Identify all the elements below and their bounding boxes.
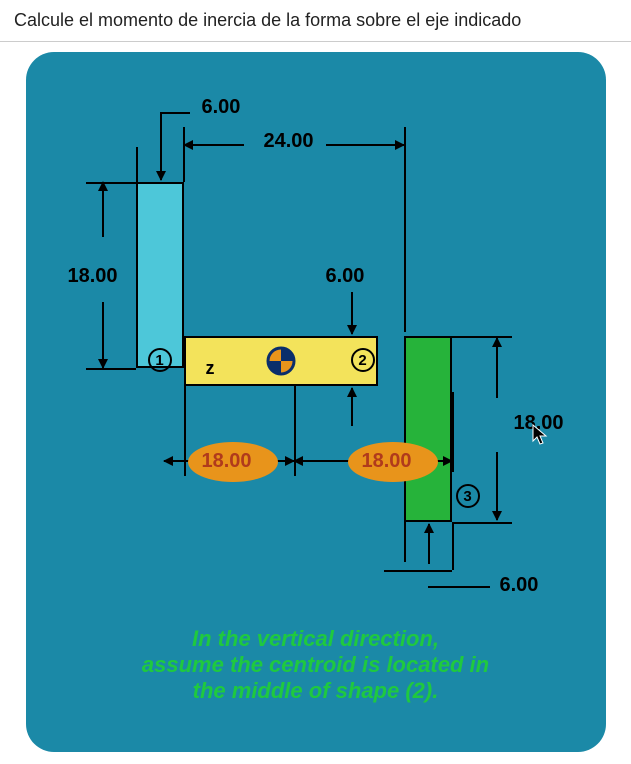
arrow-line: [351, 388, 353, 426]
arrow-line: [160, 142, 162, 180]
ext-line: [184, 386, 186, 476]
ext-line: [404, 127, 406, 332]
ext-line: [86, 182, 136, 184]
diagram-container: 6.00 24.00 18.00 6.00 1 2 3 z 18.00 18.0…: [26, 52, 606, 752]
dim-18-left: 18.00: [68, 265, 118, 288]
leader-line: [384, 570, 452, 572]
ext-line: [404, 522, 406, 562]
ext-line: [136, 147, 138, 182]
note-line-3: the middle of shape (2).: [26, 678, 606, 704]
marker-2: 2: [351, 348, 375, 372]
leader-line: [160, 112, 162, 142]
ext-line: [452, 522, 512, 524]
centroid-icon: [266, 346, 296, 376]
arrow-line: [428, 524, 430, 564]
leader-line: [160, 112, 190, 114]
note-text: In the vertical direction, assume the ce…: [26, 626, 606, 704]
gap-2-3: [376, 336, 404, 386]
dim-18-oval-1: 18.00: [202, 450, 252, 473]
arrow-line: [496, 338, 498, 398]
arrow-line: [326, 144, 404, 146]
z-axis-label: z: [206, 358, 215, 379]
marker-3: 3: [456, 484, 480, 508]
arrow-line: [496, 452, 498, 520]
dim-6-mid: 6.00: [326, 265, 365, 288]
ext-line: [183, 127, 185, 182]
dim-24: 24.00: [264, 130, 314, 153]
question-text: Calcule el momento de inercia de la form…: [0, 0, 631, 42]
ext-line: [452, 336, 512, 338]
arrow-line: [102, 302, 104, 368]
ext-line: [452, 522, 454, 570]
shape-1: [136, 182, 184, 368]
arrow-line: [184, 144, 244, 146]
dim-18-oval-2: 18.00: [362, 450, 412, 473]
arrow-line: [164, 460, 184, 462]
note-line-2: assume the centroid is located in: [26, 652, 606, 678]
dim-6-top: 6.00: [202, 96, 241, 119]
dim-18-right: 18.00: [514, 412, 564, 435]
marker-1: 1: [148, 348, 172, 372]
ext-line: [86, 368, 136, 370]
leader-line: [428, 586, 490, 588]
arrow-line: [102, 182, 104, 237]
shape-3: [404, 336, 452, 522]
arrow-line: [351, 292, 353, 334]
dim-6-bottom: 6.00: [500, 574, 539, 597]
note-line-1: In the vertical direction,: [26, 626, 606, 652]
